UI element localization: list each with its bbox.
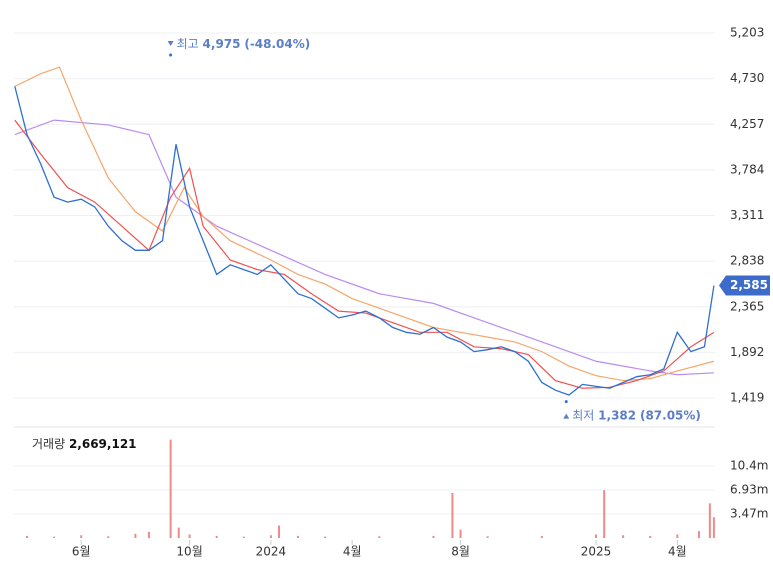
x-tick-label: 2025 [581, 545, 612, 559]
volume-total: 2,669,121 [69, 437, 137, 451]
y-tick-label: 1,419 [730, 391, 764, 405]
low-value: 1,382 [598, 408, 636, 422]
y-tick-label: 3.47m [730, 506, 768, 520]
high-label: 최고 [177, 37, 199, 51]
high-change: (-48.04%) [244, 37, 310, 51]
volume-bar [708, 503, 711, 538]
y-tick-label: 3,311 [730, 208, 764, 222]
volume-bar [215, 535, 218, 538]
high-value: 4,975 [203, 37, 241, 51]
volume-bar [53, 536, 56, 538]
x-tick-label: 4월 [343, 545, 362, 559]
y-tick-label: 3,784 [730, 162, 764, 176]
volume-bar [486, 536, 489, 538]
volume-bar [622, 535, 625, 538]
volume-bar [451, 492, 454, 538]
last-price-label: 2,585 [730, 278, 768, 292]
x-tick-label: 8월 [451, 545, 470, 559]
volume-bar [278, 525, 281, 538]
y-tick-label: 5,203 [730, 26, 764, 40]
low-marker [564, 400, 568, 404]
y-tick-label: 2,838 [730, 254, 764, 268]
volume-bar [459, 529, 462, 538]
high-arrow [167, 41, 174, 47]
x-tick-label: 10월 [176, 545, 202, 559]
volume-bar [676, 534, 679, 538]
volume-bar [80, 535, 83, 538]
high-marker [169, 53, 173, 57]
y-tick-label: 10.4m [730, 458, 768, 472]
low-label: 최저 [572, 408, 594, 422]
price-line [14, 86, 715, 396]
volume-bar [269, 535, 272, 538]
volume-bar [595, 534, 598, 538]
volume-bar [177, 527, 180, 538]
volume-bar [242, 536, 245, 538]
volume-bar [188, 534, 191, 538]
last-price-tag [719, 275, 770, 296]
volume-bar [698, 531, 701, 538]
x-tick-label: 4월 [668, 545, 687, 559]
volume-label: 거래량 [32, 437, 65, 451]
moving-average [14, 119, 715, 389]
y-tick-label: 4,730 [730, 71, 764, 85]
low-annotation: 최저 1,382 (87.05%) [572, 408, 701, 422]
y-tick-label: 4,257 [730, 117, 764, 131]
volume-bar [649, 535, 652, 538]
volume-bar [147, 531, 150, 538]
volume-bar [378, 536, 381, 538]
volume-bar [540, 535, 543, 538]
x-tick-label: 2024 [256, 545, 287, 559]
y-tick-label: 6.93m [730, 482, 768, 496]
low-arrow [563, 413, 570, 419]
x-tick-label: 6월 [72, 545, 91, 559]
volume-bar [603, 490, 606, 538]
moving-average [14, 119, 714, 376]
volume-bar [134, 533, 137, 538]
high-annotation: 최고 4,975 (-48.04%) [177, 37, 311, 51]
volume-bar [169, 439, 172, 538]
volume-bar [712, 517, 715, 538]
volume-title: 거래량 2,669,121 [32, 437, 137, 451]
moving-average [14, 66, 715, 382]
volume-bar [324, 536, 327, 538]
y-tick-label: 1,892 [730, 345, 764, 359]
y-tick-label: 2,365 [730, 299, 764, 313]
volume-bar [26, 535, 29, 538]
volume-bar [432, 535, 435, 538]
volume-bar [107, 536, 110, 538]
volume-bar [296, 535, 299, 538]
low-change: (87.05%) [640, 408, 701, 422]
